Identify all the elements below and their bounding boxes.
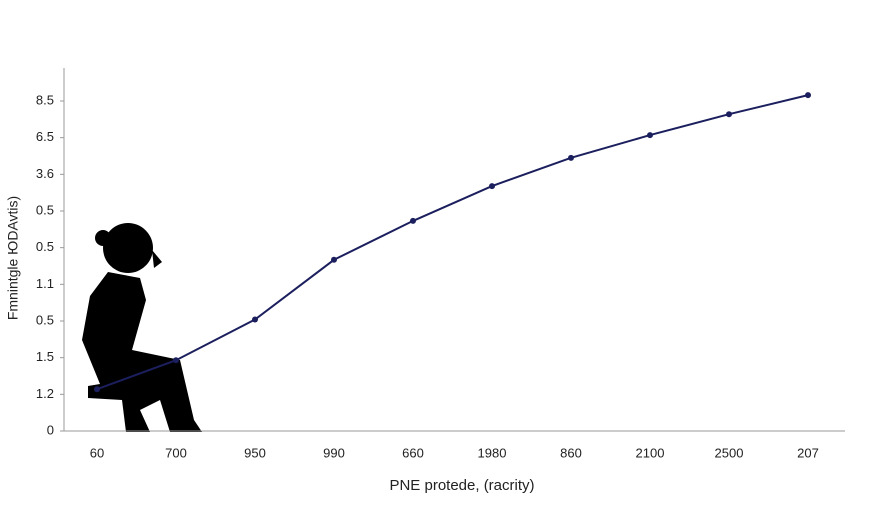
point [331, 256, 337, 263]
y-tick-label: 1.5 [36, 349, 54, 364]
x-tick-label: 1980 [478, 445, 507, 460]
point [94, 386, 100, 393]
line [96, 94, 809, 391]
y-tick-label: 0.5 [36, 239, 54, 254]
x-tick-label: 2500 [715, 445, 744, 460]
y-tick-label: 1.1 [36, 276, 54, 291]
y-tick-label: 0.5 [36, 312, 54, 327]
point [252, 316, 258, 323]
x-axis-label: PNE protede, (racrity) [389, 477, 534, 494]
x-tick-label: 700 [165, 445, 187, 460]
y-tick-label: 0.5 [36, 202, 54, 217]
x-tick-label: 660 [402, 445, 424, 460]
x-tick-label: 207 [797, 445, 819, 460]
x-tick-label: 860 [560, 445, 582, 460]
y-tick-label: 8.5 [36, 92, 54, 107]
x-tick-label: 990 [323, 445, 345, 460]
y-axis-label: Fmnintgle ЮDAvtis) [5, 196, 21, 320]
point [489, 183, 495, 190]
y-tick-label: 6.5 [36, 129, 54, 144]
x-tick-label: 950 [244, 445, 266, 460]
point [805, 92, 811, 99]
silhouette [82, 223, 202, 432]
point [726, 111, 732, 118]
x-tick-label: 60 [90, 445, 104, 460]
point [410, 217, 416, 224]
point [647, 132, 653, 139]
point [173, 357, 179, 364]
y-tick-label: 0 [47, 422, 54, 437]
point [568, 154, 574, 161]
y-tick-label: 3.6 [36, 166, 54, 181]
x-tick-label: 2100 [636, 445, 665, 460]
y-tick-label: 1.2 [36, 386, 54, 401]
